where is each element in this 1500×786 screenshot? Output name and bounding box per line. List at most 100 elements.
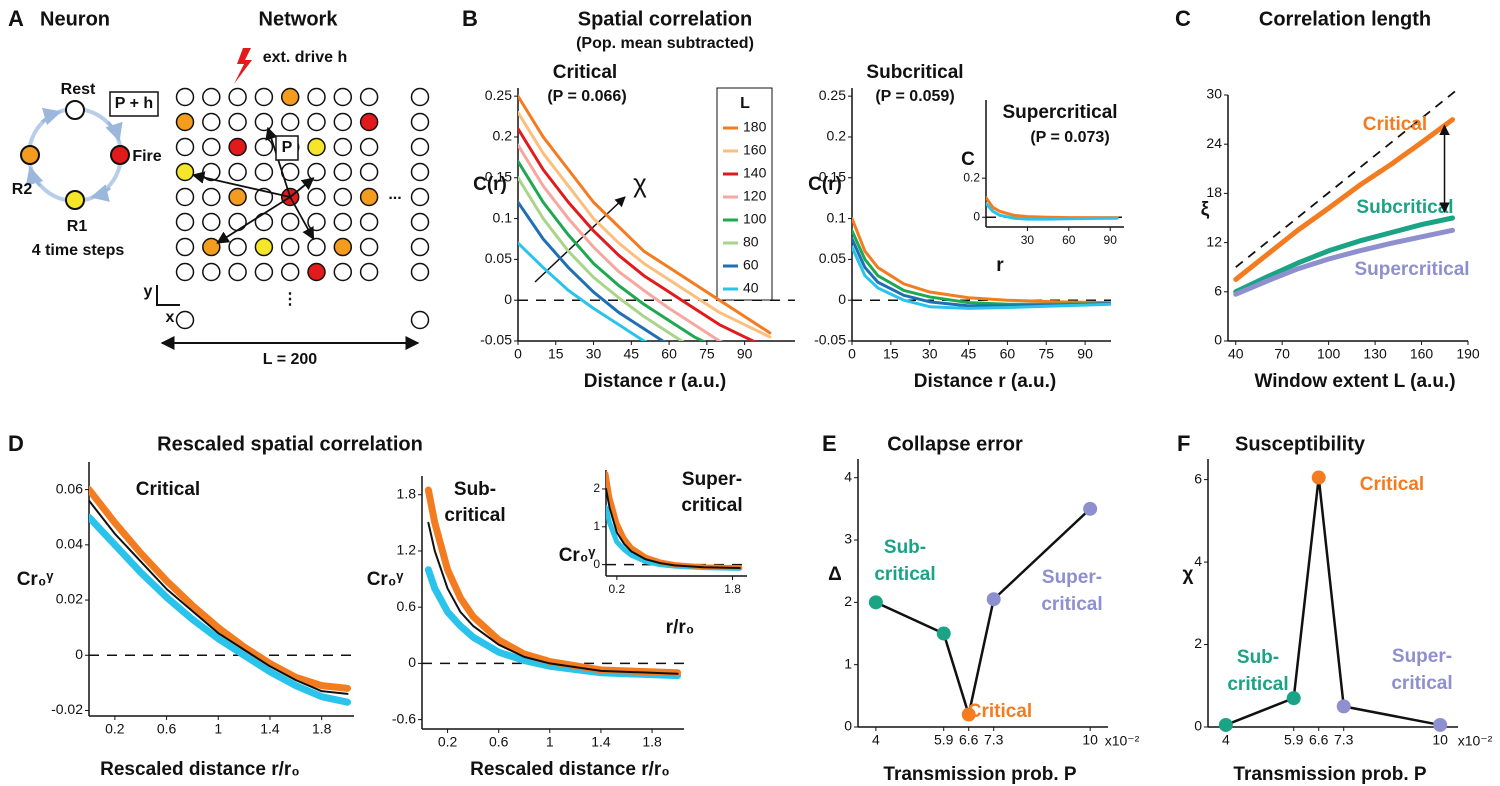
series-line [89,499,349,695]
x-tick-label: 4 [872,732,880,748]
x-tick-label: 1.4 [591,734,611,750]
y-tick-label: -0.02 [51,701,83,717]
y-tick-label: 0.2 [493,128,513,144]
x-tick-label: 30 [1021,233,1035,247]
label: P + h [115,95,153,112]
label: Super- [682,469,742,490]
label: Distance r (a.u.) [914,371,1057,392]
series-line [852,237,1111,308]
point [936,626,951,641]
neuron [359,87,379,107]
x-tick-label: 190 [1456,346,1480,362]
y-tick-label: 0 [75,646,83,662]
neuron [333,137,353,157]
plot-area [424,486,682,680]
label: C(r) [473,174,507,195]
label: Critical [553,62,617,83]
x-tick-label: 5.9 [934,732,954,748]
y-tick-label: 0.05 [819,250,846,266]
series-line [1233,215,1456,295]
neuron [175,310,195,330]
neuron [410,87,430,107]
label: Critical [968,701,1032,722]
series-line [424,566,682,680]
x-tick-label: 1.4 [260,721,280,737]
label: Correlation length [1259,8,1431,30]
label: Neuron [40,8,110,30]
y-tick-label: 2 [593,481,600,495]
label: x10⁻² [1458,733,1493,749]
legend-label: 120 [743,188,767,204]
label: Spatial correlation [578,8,753,30]
point [868,595,883,610]
input-box [109,91,159,117]
y-tick-label: 0 [408,654,416,670]
label: Network [259,8,339,30]
neuron [410,137,430,157]
x-tick-label: 0 [848,346,856,362]
label: Critical [136,479,200,500]
y-tick-label: 30 [1206,86,1222,102]
edge-arrow [265,126,292,198]
label: χ [633,168,647,198]
edge-arrow [191,171,291,198]
x-tick-label: 10 [1432,732,1448,748]
y-tick-label: 3 [844,531,852,547]
x-tick-label: 30 [586,346,602,362]
x-tick-label: 0.6 [157,721,177,737]
label: Critical [1363,114,1427,135]
neuron [175,237,195,257]
label: R1 [67,218,88,235]
neuron [359,262,379,282]
y-tick-label: 0.02 [56,591,83,607]
point [986,592,1001,607]
label: Sub- [454,479,496,500]
label: critical [681,495,742,516]
series-line [518,143,723,341]
label: Cr₀ᵞ [17,569,55,590]
y-tick-label: 0 [504,291,512,307]
y-tick-label: 0 [844,718,852,734]
cycle-arrow [25,166,44,188]
legend-label: 80 [743,234,759,250]
neuron [333,112,353,132]
rest-state [65,100,85,120]
y-tick-label: 0 [593,557,600,571]
series-line [518,176,685,341]
x-tick-label: 0 [514,346,522,362]
neuron [202,87,221,107]
x-tick-label: 7.3 [984,732,1004,748]
neuron [307,112,326,132]
plot-area [89,486,352,706]
y-tick-label: 4 [844,468,852,484]
neuron [307,87,326,107]
label: ext. drive h [263,49,347,66]
neuron [410,212,430,232]
label: A [8,6,24,31]
label: C [1175,6,1191,31]
plot-area [1233,90,1457,297]
x-tick-label: 15 [548,346,564,362]
label: critical [1391,673,1452,694]
label: r [996,255,1004,276]
series-line [986,202,1119,221]
r2-state [20,145,40,165]
x-tick-label: 100 [1317,346,1341,362]
label: Transmission prob. P [1233,764,1427,785]
y-tick-label: 2 [1194,635,1202,651]
x-tick-label: 75 [1038,346,1054,362]
edge-box [275,135,299,161]
neuron [254,87,274,107]
series-line [518,200,666,341]
x-tick-label: 10 [1082,732,1098,748]
neuron [410,262,430,282]
series-line [852,245,1111,310]
plot-area [986,196,1119,221]
series-line [424,486,682,677]
y-tick-label: 1.2 [397,542,417,558]
label: Subcritical [866,62,963,83]
plot-area [518,94,772,341]
neuron [175,162,195,182]
neuron [202,137,221,157]
